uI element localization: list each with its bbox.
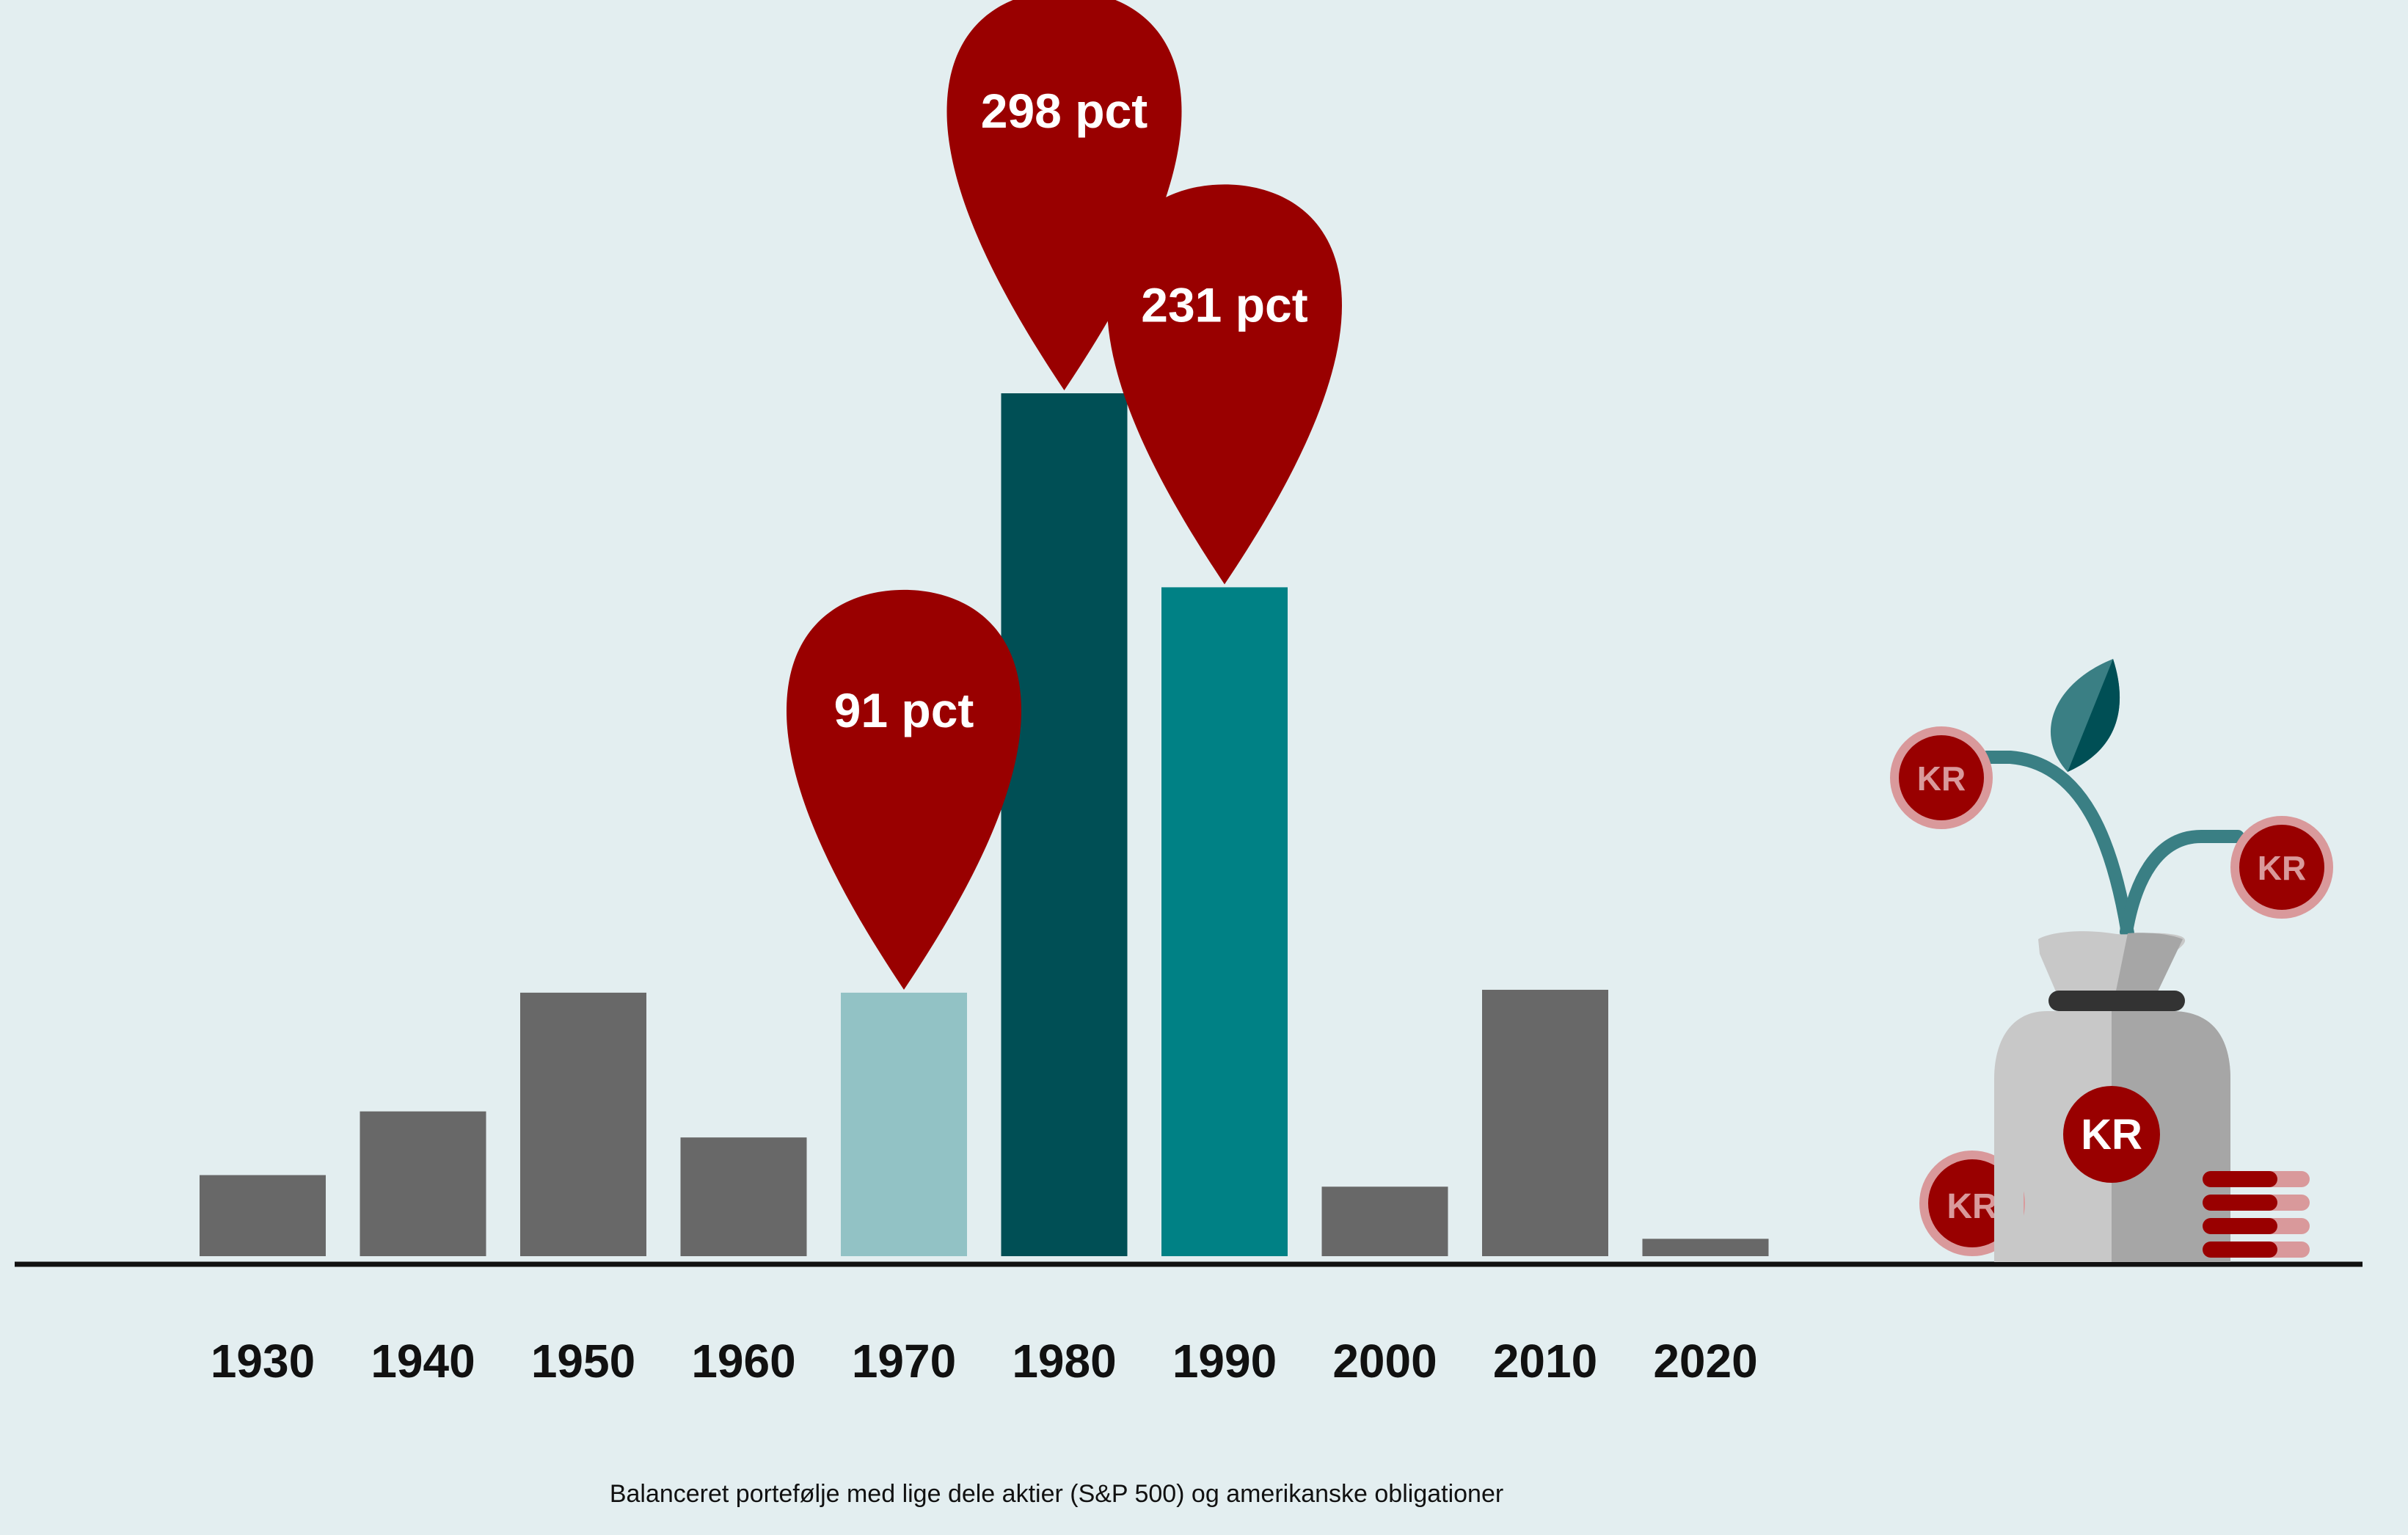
value-markers: 91 pct 298 pct 231 pct xyxy=(787,0,1342,990)
coin-stack-icon xyxy=(2203,1171,2310,1258)
x-tick-label: 2020 xyxy=(1653,1335,1757,1388)
plant-branch-icon xyxy=(2120,830,2244,938)
coin-label: KR xyxy=(2258,849,2306,887)
x-tick-label: 2000 xyxy=(1332,1335,1437,1388)
money-bag-plant-icon: KR KR KR KR xyxy=(1890,659,2333,1262)
bar-1950 xyxy=(520,992,646,1256)
x-tick-label: 1990 xyxy=(1172,1335,1277,1388)
x-tick-label: 1960 xyxy=(691,1335,795,1388)
value-marker-label: 298 pct xyxy=(981,84,1148,138)
chart-caption: Balanceret portefølje med lige dele akti… xyxy=(610,1480,1503,1508)
x-tick-label: 1980 xyxy=(1012,1335,1116,1388)
x-tick-label: 1970 xyxy=(852,1335,956,1388)
bar-2010 xyxy=(1482,989,1608,1256)
bag-tie-icon xyxy=(2048,991,2185,1011)
x-tick-label: 2010 xyxy=(1493,1335,1597,1388)
leaf-shade-icon xyxy=(2068,659,2120,772)
bars-layer xyxy=(200,393,1769,1256)
coin-icon xyxy=(2230,816,2333,919)
x-tick-label: 1950 xyxy=(531,1335,635,1388)
bar-2000 xyxy=(1321,1186,1448,1256)
bar-1980 xyxy=(1001,393,1128,1256)
bar-1970 xyxy=(841,992,967,1256)
x-tick-label: 1930 xyxy=(211,1335,315,1388)
value-marker-1990: 231 pct xyxy=(1107,184,1342,585)
bar-1990 xyxy=(1161,587,1288,1256)
coin-icon xyxy=(1890,726,1993,829)
bag-overlap-icon xyxy=(1994,1145,2024,1262)
coin-label: KR xyxy=(1917,759,1966,798)
value-marker-label: 231 pct xyxy=(1141,277,1307,332)
bar-1930 xyxy=(200,1175,326,1256)
bar-2020 xyxy=(1642,1239,1769,1256)
coin-label: KR xyxy=(2081,1111,2142,1159)
coin-label: KR xyxy=(1947,1187,1997,1226)
x-tick-label: 1940 xyxy=(371,1335,475,1388)
map-pin-icon xyxy=(1107,184,1342,585)
map-pin-icon xyxy=(787,589,1021,990)
plant-stem-icon xyxy=(1980,751,2134,940)
value-marker-label: 91 pct xyxy=(834,683,974,737)
value-marker-1970: 91 pct xyxy=(787,589,1021,990)
bar-1940 xyxy=(360,1111,486,1256)
coin-icon xyxy=(2063,1086,2160,1183)
bar-1960 xyxy=(680,1137,807,1256)
bag-body-shade-icon xyxy=(2112,1011,2230,1262)
bag-top-shade-icon xyxy=(2113,933,2183,1005)
x-tick-labels: 1930 1940 1950 1960 1970 1980 1990 2000 2010 2020 xyxy=(211,1335,1758,1388)
